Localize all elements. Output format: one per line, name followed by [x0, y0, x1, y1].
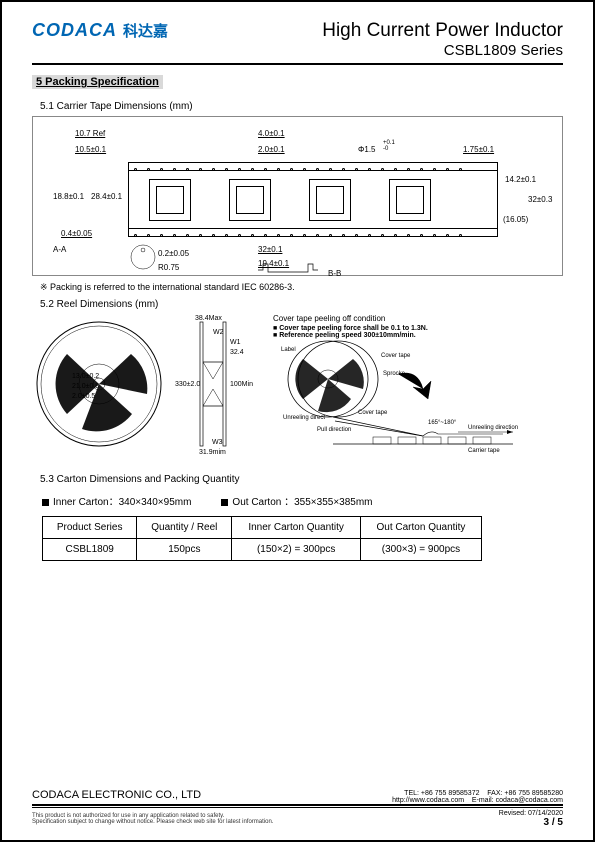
- footer-right-block: Revised: 07/14/2020 3 / 5: [499, 810, 563, 828]
- peel-unreel: Unreeling direct: [283, 415, 325, 421]
- logo-text: CODACA: [32, 20, 117, 41]
- section-5-2-title: 5.2 Reel Dimensions (mm): [40, 299, 563, 310]
- footer-revised: Revised: 07/14/2020: [499, 810, 563, 817]
- dim-10-7: 10.7 Ref: [75, 129, 105, 138]
- peel-line2: ■ Reference peeling speed 300±10mm/min.: [273, 332, 563, 339]
- dim-phi1-5: Φ1.5: [358, 145, 376, 154]
- dim-0-2: 0.2±0.05: [158, 249, 189, 258]
- pocket-4: [389, 179, 431, 221]
- peel-pull: Pull direction: [317, 427, 351, 433]
- outer-carton: Out Carton ：355×355×385mm: [221, 493, 372, 508]
- dim-14-2: 14.2±0.1: [505, 175, 536, 184]
- dim-2: 2.0±0.5: [72, 393, 95, 400]
- peel-cover2: Cover tape: [358, 410, 388, 416]
- peel-label: Label: [281, 347, 296, 353]
- carrier-tape-diagram: 10.7 Ref 10.5±0.1 4.0±0.1 2.0±0.1 Φ1.5 +…: [32, 116, 563, 276]
- header: CODACA 科达嘉 High Current Power Inductor C…: [32, 20, 563, 59]
- dim-18-8: 18.8±0.1: [53, 192, 84, 201]
- dim-10-5: 10.5±0.1: [75, 145, 106, 154]
- peel-block: Cover tape peeling off condition ■ Cover…: [273, 314, 563, 456]
- dim-330: 330±2.0: [175, 381, 200, 388]
- dim-38-4: 38.4Max: [195, 315, 222, 322]
- footer-disclaimer: This product is not authorized for use i…: [32, 813, 273, 828]
- reel-diagram-row: 13.0±0.2 21.0±0.8 2.0±0.5 38.4Max W2 W1 …: [32, 314, 563, 456]
- carton-dims: Inner Carton：340×340×95mm Out Carton ：35…: [42, 493, 563, 508]
- th-0: Product Series: [43, 517, 137, 539]
- iec-note: ※ Packing is referred to the internation…: [40, 282, 563, 293]
- reel-front: 13.0±0.2 21.0±0.8 2.0±0.5: [32, 314, 167, 454]
- section-5-title: 5 Packing Specification: [32, 75, 163, 89]
- th-2: Inner Carton Quantity: [232, 517, 361, 539]
- sprocket-bot: [129, 228, 497, 236]
- footer-tel: TEL: +86 755 89585372: [404, 790, 479, 797]
- footer-company: CODACA ELECTRONIC CO., LTD: [32, 789, 201, 801]
- td-1: 150pcs: [137, 539, 232, 561]
- title-sub: CSBL1809 Series: [322, 42, 563, 59]
- peel-line1: ■ Cover tape peeling force shall be 0.1 …: [273, 325, 563, 332]
- label-aa: A-A: [53, 245, 66, 254]
- label-w2: W2: [213, 329, 224, 336]
- dim-2-0: 2.0±0.1: [258, 145, 285, 154]
- pocket-2: [229, 179, 271, 221]
- label-bb: B-B: [328, 269, 341, 278]
- td-3: (300×3) = 900pcs: [360, 539, 481, 561]
- page-number: 3 / 5: [499, 817, 563, 828]
- dim-phi1-5-tol: +0.1 -0: [383, 140, 395, 152]
- pocket-1: [149, 179, 191, 221]
- footer-contact: TEL: +86 755 89585372 FAX: +86 755 89585…: [392, 790, 563, 804]
- footer-disc-2: Specification subject to change without …: [32, 819, 273, 825]
- tape-body: [128, 162, 498, 237]
- label-w3: W3: [212, 439, 223, 446]
- dim-100: 100Min: [230, 381, 253, 388]
- sprocket-top: [129, 163, 497, 171]
- bb-section: [258, 262, 318, 274]
- logo-cn: 科达嘉: [123, 20, 168, 41]
- dim-21: 21.0±0.8: [72, 383, 99, 390]
- table-header-row: Product Series Quantity / Reel Inner Car…: [43, 517, 482, 539]
- peel-diagram: Label Cover tape Sprocke Unreeling direc…: [273, 339, 533, 454]
- inner-carton: Inner Carton：340×340×95mm: [42, 493, 191, 508]
- peel-carrier: Carrier tape: [468, 448, 500, 454]
- footer: CODACA ELECTRONIC CO., LTD TEL: +86 755 …: [32, 789, 563, 828]
- td-2: (150×2) = 300pcs: [232, 539, 361, 561]
- logo: CODACA 科达嘉: [32, 20, 168, 41]
- peel-cover: Cover tape: [381, 353, 411, 359]
- td-0: CSBL1809: [43, 539, 137, 561]
- header-rule: [32, 63, 563, 65]
- footer-rule-2: [32, 807, 563, 808]
- dim-0-4: 0.4±0.05: [61, 229, 92, 238]
- dim-31-9: 31.9mim: [199, 449, 226, 454]
- dim-32-4: 32.4: [230, 349, 244, 356]
- footer-email: E-mail: codaca@codaca.com: [472, 797, 563, 804]
- title-block: High Current Power Inductor CSBL1809 Ser…: [322, 20, 563, 59]
- pocket-3: [309, 179, 351, 221]
- peel-unreel2: Unreeling direction: [468, 425, 518, 431]
- peel-angle: 165°~180°: [428, 420, 457, 426]
- dim-32-01: 32±0.1: [258, 245, 282, 254]
- reel-side: 38.4Max W2 W1 32.4 330±2.0 100Min 31.9mi…: [175, 314, 265, 454]
- dim-1-75: 1.75±0.1: [463, 145, 494, 154]
- dim-4-0: 4.0±0.1: [258, 129, 285, 138]
- packing-table: Product Series Quantity / Reel Inner Car…: [42, 516, 482, 561]
- th-3: Out Carton Quantity: [360, 517, 481, 539]
- footer-web: http://www.codaca.com: [392, 797, 464, 804]
- circle-detail: [128, 242, 158, 272]
- dim-16-05: (16.05): [503, 215, 528, 224]
- label-w1: W1: [230, 339, 241, 346]
- peel-title: Cover tape peeling off condition: [273, 314, 563, 323]
- section-5-1-title: 5.1 Carrier Tape Dimensions (mm): [40, 101, 563, 112]
- dim-r0-75: R0.75: [158, 263, 179, 272]
- table-row: CSBL1809 150pcs (150×2) = 300pcs (300×3)…: [43, 539, 482, 561]
- footer-fax: FAX: +86 755 89585280: [487, 790, 563, 797]
- title-main: High Current Power Inductor: [322, 20, 563, 42]
- dim-32: 32±0.3: [528, 195, 552, 204]
- dim-28-4: 28.4±0.1: [91, 192, 122, 201]
- dim-13: 13.0±0.2: [72, 373, 99, 380]
- footer-rule-1: [32, 804, 563, 806]
- th-1: Quantity / Reel: [137, 517, 232, 539]
- section-5-3-title: 5.3 Carton Dimensions and Packing Quanti…: [40, 474, 563, 485]
